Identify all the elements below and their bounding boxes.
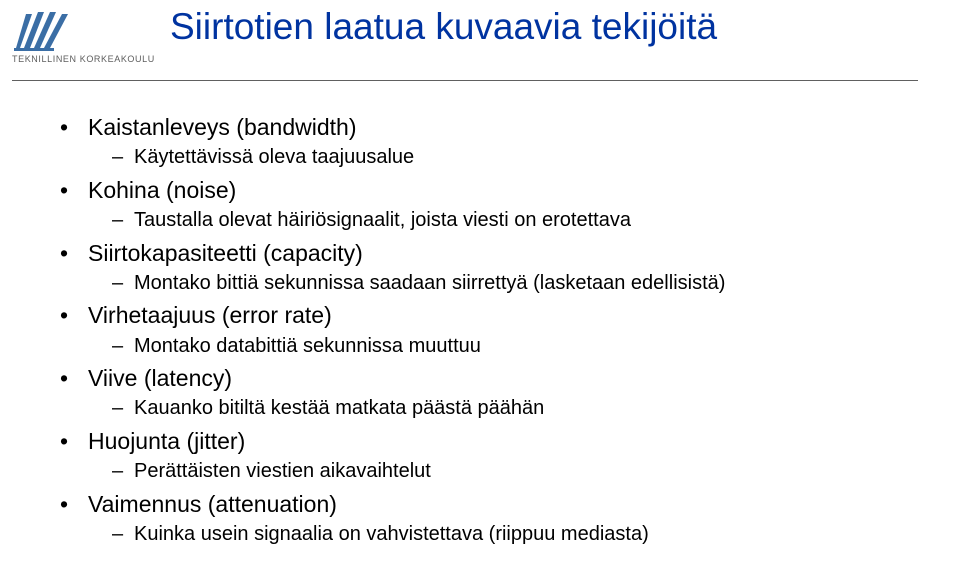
sub-list: Kuinka usein signaalia on vahvistettava … (88, 521, 920, 547)
list-item: Kohina (noise) Taustalla olevat häiriösi… (60, 175, 920, 234)
bullet-text: Huojunta (jitter) (88, 428, 245, 454)
bullet-text: Kohina (noise) (88, 177, 236, 203)
slide: TEKNILLINEN KORKEAKOULU Siirtotien laatu… (0, 0, 960, 575)
list-item: Perättäisten viestien aikavaihtelut (112, 458, 920, 484)
logo-fan-icon (12, 8, 72, 52)
sub-bullet-text: Perättäisten viestien aikavaihtelut (134, 460, 431, 482)
list-item: Kauanko bitiltä kestää matkata päästä pä… (112, 395, 920, 421)
bullet-text: Viive (latency) (88, 365, 232, 391)
sub-bullet-text: Käytettävissä oleva taajuusalue (134, 146, 414, 168)
sub-bullet-text: Kauanko bitiltä kestää matkata päästä pä… (134, 397, 544, 419)
sub-list: Montako bittiä sekunnissa saadaan siirre… (88, 270, 920, 296)
list-item: Huojunta (jitter) Perättäisten viestien … (60, 426, 920, 485)
page-title: Siirtotien laatua kuvaavia tekijöitä (170, 6, 717, 48)
bullet-text: Siirtokapasiteetti (capacity) (88, 240, 363, 266)
list-item: Virhetaajuus (error rate) Montako databi… (60, 300, 920, 359)
sub-bullet-text: Montako databittiä sekunnissa muuttuu (134, 335, 481, 357)
list-item: Siirtokapasiteetti (capacity) Montako bi… (60, 238, 920, 297)
bullet-list: Kaistanleveys (bandwidth) Käytettävissä … (60, 112, 920, 547)
sub-list: Taustalla olevat häiriösignaalit, joista… (88, 207, 920, 233)
list-item: Taustalla olevat häiriösignaalit, joista… (112, 207, 920, 233)
content: Kaistanleveys (bandwidth) Käytettävissä … (60, 112, 920, 551)
sub-list: Perättäisten viestien aikavaihtelut (88, 458, 920, 484)
bullet-text: Kaistanleveys (bandwidth) (88, 114, 356, 140)
logo-caption: TEKNILLINEN KORKEAKOULU (12, 54, 152, 64)
bullet-text: Virhetaajuus (error rate) (88, 302, 332, 328)
bullet-text: Vaimennus (attenuation) (88, 491, 337, 517)
list-item: Kuinka usein signaalia on vahvistettava … (112, 521, 920, 547)
sub-bullet-text: Montako bittiä sekunnissa saadaan siirre… (134, 272, 725, 294)
logo: TEKNILLINEN KORKEAKOULU (12, 8, 152, 64)
list-item: Vaimennus (attenuation) Kuinka usein sig… (60, 489, 920, 548)
title-divider (12, 80, 918, 81)
list-item: Viive (latency) Kauanko bitiltä kestää m… (60, 363, 920, 422)
sub-list: Montako databittiä sekunnissa muuttuu (88, 333, 920, 359)
sub-list: Käytettävissä oleva taajuusalue (88, 144, 920, 170)
list-item: Käytettävissä oleva taajuusalue (112, 144, 920, 170)
list-item: Kaistanleveys (bandwidth) Käytettävissä … (60, 112, 920, 171)
sub-bullet-text: Taustalla olevat häiriösignaalit, joista… (134, 209, 631, 231)
sub-list: Kauanko bitiltä kestää matkata päästä pä… (88, 395, 920, 421)
list-item: Montako bittiä sekunnissa saadaan siirre… (112, 270, 920, 296)
sub-bullet-text: Kuinka usein signaalia on vahvistettava … (134, 523, 649, 545)
list-item: Montako databittiä sekunnissa muuttuu (112, 333, 920, 359)
